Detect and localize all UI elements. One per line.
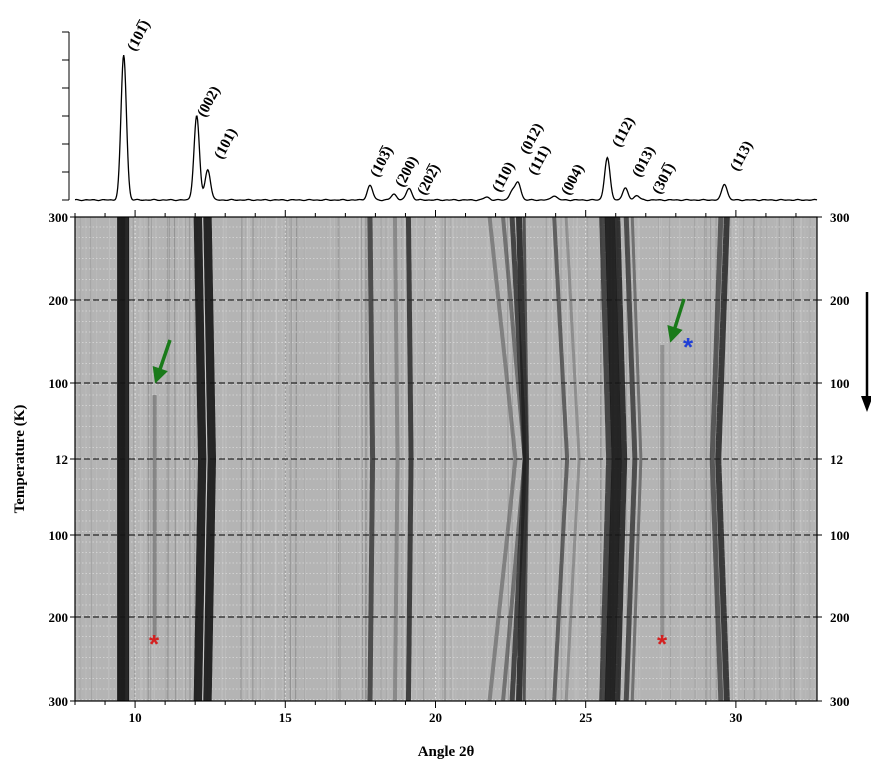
diffraction-line xyxy=(516,217,529,701)
noise-streak xyxy=(441,217,444,701)
noise-streak xyxy=(575,217,578,701)
asterisk-marker: * xyxy=(657,629,668,659)
y-tick-label-right: 300 xyxy=(830,210,850,225)
diffraction-line xyxy=(623,217,638,701)
peak-label: (101) xyxy=(211,126,240,162)
y-axis-ticks: 300 300 200 200 100 100 12 12 100 100 200 200 300 300 xyxy=(49,210,850,709)
y-axis-title: Temperature (K) xyxy=(12,405,28,514)
y-tick-label-left: 200 xyxy=(49,293,69,308)
x-tick-label: 20 xyxy=(429,710,442,725)
noise-streak xyxy=(792,217,795,701)
green-arrow xyxy=(667,298,686,343)
noise-streak xyxy=(361,217,364,701)
y-tick-label-left: 300 xyxy=(49,210,69,225)
diffraction-line xyxy=(614,217,628,701)
pattern-y-ticks xyxy=(62,31,69,201)
xrd-pattern-panel: (101̅)(002)(101) (103̅)(200)(202̅) (110)(0… xyxy=(62,18,818,202)
x-tick-label: 30 xyxy=(729,710,742,725)
peak-label: (202̅) xyxy=(414,162,443,198)
y-tick-label-right: 200 xyxy=(830,293,850,308)
noise-streak xyxy=(775,217,778,701)
x-tick-label: 25 xyxy=(579,710,593,725)
noise-streak xyxy=(135,217,137,701)
peak-label: (110) xyxy=(489,159,518,194)
diffraction-line xyxy=(709,217,724,701)
y-tick-label-left: 300 xyxy=(49,694,69,709)
diffraction-line xyxy=(193,217,207,701)
y-tick-label-left: 200 xyxy=(49,610,69,625)
temperature-map-panel: 10 15 20 25 30 300 300 200 200 100 100 12 12 100 100 2… xyxy=(49,210,850,725)
green-arrow xyxy=(152,339,172,384)
diffraction-lines xyxy=(117,217,730,701)
diffraction-line xyxy=(564,217,581,701)
noise-streak xyxy=(422,217,426,701)
pattern-curve xyxy=(74,54,818,202)
x-tick-label: 10 xyxy=(129,710,142,725)
peak-label: (301̅) xyxy=(649,161,678,197)
y-tick-label-right: 200 xyxy=(830,610,850,625)
y-tick-label-left: 100 xyxy=(49,528,69,543)
noise-streak xyxy=(243,217,246,701)
y-tick-label-left: 100 xyxy=(49,376,69,391)
peak-label: (004) xyxy=(558,162,587,198)
noise-streak xyxy=(658,217,660,701)
noise-streak xyxy=(773,217,776,701)
noise-streak xyxy=(325,217,328,701)
noise-streak xyxy=(144,217,147,701)
y-tick-label-right: 12 xyxy=(830,452,843,467)
peak-label: (103̅) xyxy=(367,144,396,180)
peak-labels: (101̅)(002)(101) (103̅)(200)(202̅) (110)(0… xyxy=(124,18,756,198)
x-tick-label: 15 xyxy=(279,710,293,725)
diffraction-line xyxy=(392,217,400,701)
diffraction-line xyxy=(487,217,518,701)
y-tick-label-right: 300 xyxy=(830,694,850,709)
diffraction-line xyxy=(630,217,643,701)
noise-streak xyxy=(809,217,811,701)
y-tick-label-left: 12 xyxy=(55,452,68,467)
diffraction-line xyxy=(202,217,216,701)
x-axis-ticks: 10 15 20 25 30 xyxy=(74,210,797,725)
x-axis-title: Angle 2θ xyxy=(418,744,475,760)
noise-streak xyxy=(765,217,769,701)
diffraction-line xyxy=(367,217,376,701)
peak-label: (013) xyxy=(629,144,658,180)
diffraction-line xyxy=(715,217,730,701)
noise-streak xyxy=(225,217,227,701)
diffraction-line xyxy=(202,217,208,701)
asterisk-marker: * xyxy=(683,332,694,362)
diffraction-line xyxy=(604,217,622,701)
noise-streak xyxy=(108,217,111,701)
diffraction-line xyxy=(599,217,613,701)
noise-streak xyxy=(730,217,733,701)
noise-streak xyxy=(90,217,92,701)
peak-label: (112) xyxy=(609,114,638,149)
noise-streak xyxy=(153,217,157,701)
annotations: * * * xyxy=(149,298,694,659)
peak-label: (113) xyxy=(727,138,756,173)
diffraction-line xyxy=(522,217,529,701)
y-tick-label-right: 100 xyxy=(830,528,850,543)
direction-arrow xyxy=(861,292,871,412)
y-tick-label-right: 100 xyxy=(830,376,850,391)
peak-label: (002) xyxy=(194,84,223,120)
peak-label: (101̅) xyxy=(124,18,153,54)
asterisk-marker: * xyxy=(149,629,160,659)
diffraction-line xyxy=(552,217,569,701)
diffraction-line xyxy=(405,217,414,701)
